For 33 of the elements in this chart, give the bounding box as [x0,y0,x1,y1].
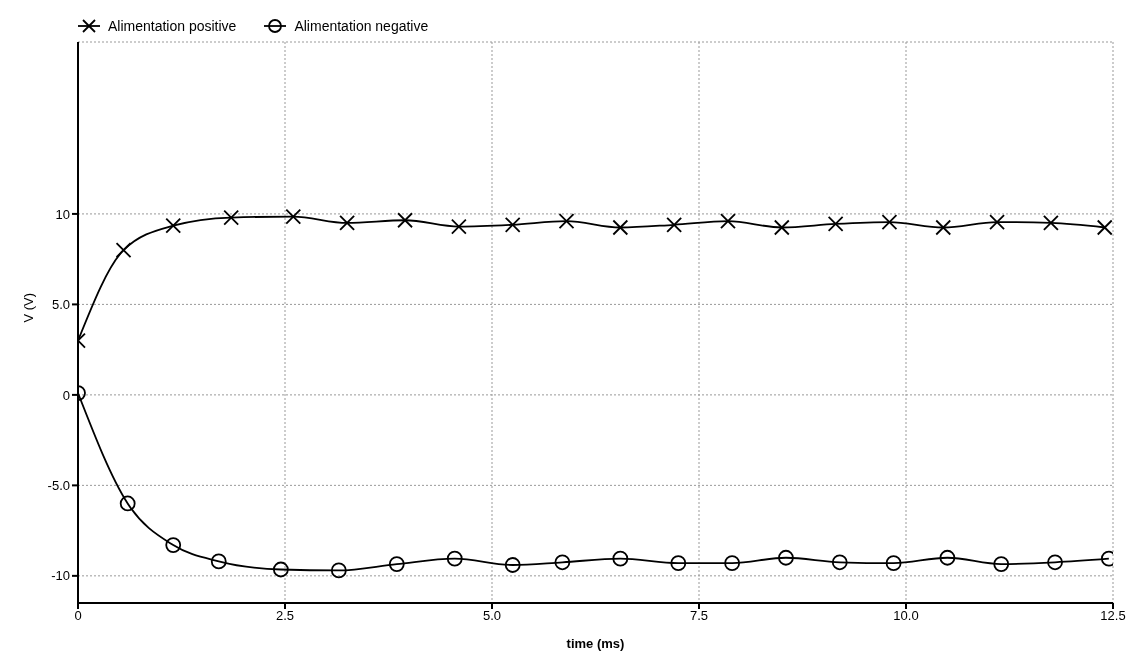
y-tick-label: -10 [51,568,70,584]
x-tick-label: 2.5 [275,608,295,624]
x-tick-label: 7.5 [689,608,709,624]
y-axis-title: V (V) [20,292,36,323]
point [885,555,902,572]
point [119,495,136,512]
legend-label: Alimentation positive [107,18,237,34]
point [504,557,521,573]
point [165,537,182,553]
y-tick-label: -5.0 [47,477,70,493]
point [210,553,227,570]
point [670,555,687,572]
point [1047,554,1063,571]
x-tick-label: 5.0 [482,608,502,624]
point [939,549,956,566]
x-tick-label: 0 [74,608,82,624]
point [330,562,347,579]
point [554,554,571,571]
point [272,561,289,578]
point [831,554,848,571]
point [612,550,629,567]
point [778,549,794,566]
x-axis-title: time (ms) [566,636,625,651]
x-tick-label: 12.5 [1100,608,1126,624]
x-tick-label: 10.0 [893,608,919,624]
y-tick-label: 5.0 [51,297,70,313]
y-tick-label: 0 [62,387,70,403]
point [446,550,463,567]
legend-label: Alimentation negative [293,18,429,34]
y-tick-label: 10 [55,206,70,222]
point [388,556,405,572]
point [724,555,741,572]
point [993,556,1010,572]
